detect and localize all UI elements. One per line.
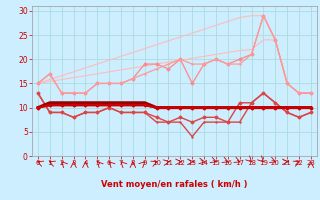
X-axis label: Vent moyen/en rafales ( km/h ): Vent moyen/en rafales ( km/h ) <box>101 180 248 189</box>
